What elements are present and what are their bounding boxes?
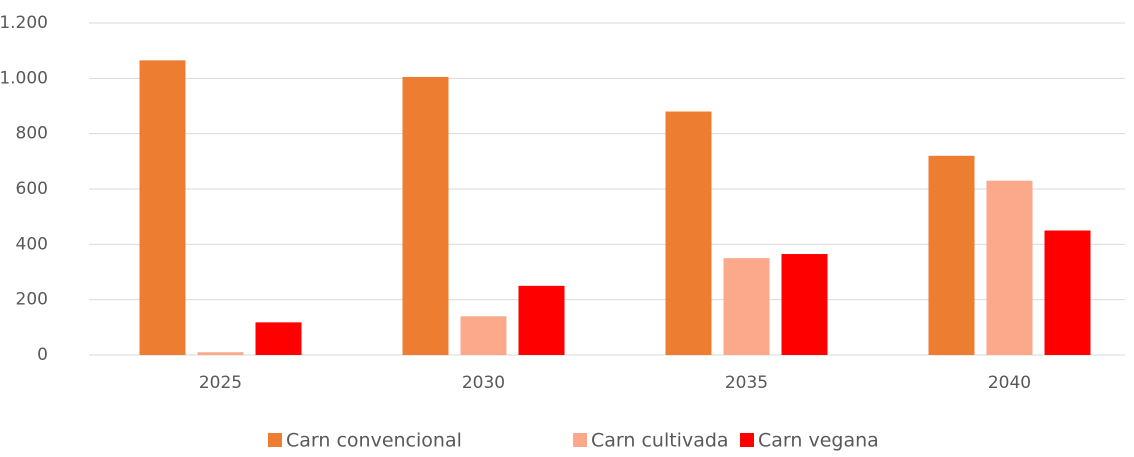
legend-label: Carn convencional [286, 430, 462, 452]
legend-swatch [573, 433, 587, 447]
bar [986, 180, 1033, 355]
bar [518, 285, 565, 355]
y-tick-label: 0 [37, 345, 48, 365]
y-tick-label: 800 [16, 124, 48, 144]
y-tick-label: 600 [16, 179, 48, 199]
x-tick-label: 2035 [725, 373, 768, 393]
y-tick-label: 200 [16, 290, 48, 310]
legend-label: Carn vegana [758, 430, 879, 452]
legend-swatch [268, 433, 282, 447]
bar [460, 316, 507, 355]
bar [197, 352, 244, 355]
bar [723, 258, 770, 355]
y-tick-label: 1.000 [0, 68, 48, 88]
y-tick-label: 400 [16, 234, 48, 254]
bar [1044, 230, 1091, 355]
bar [665, 111, 712, 356]
x-tick-label: 2040 [988, 373, 1031, 393]
legend-swatch [740, 433, 754, 447]
bar [255, 322, 302, 355]
y-tick-label: 1.200 [0, 13, 48, 33]
bar [781, 254, 828, 355]
x-tick-label: 2025 [199, 373, 242, 393]
bar [139, 60, 186, 355]
bar [402, 76, 449, 355]
bar [928, 155, 975, 355]
legend-label: Carn cultivada [591, 430, 729, 452]
x-tick-label: 2030 [462, 373, 505, 393]
